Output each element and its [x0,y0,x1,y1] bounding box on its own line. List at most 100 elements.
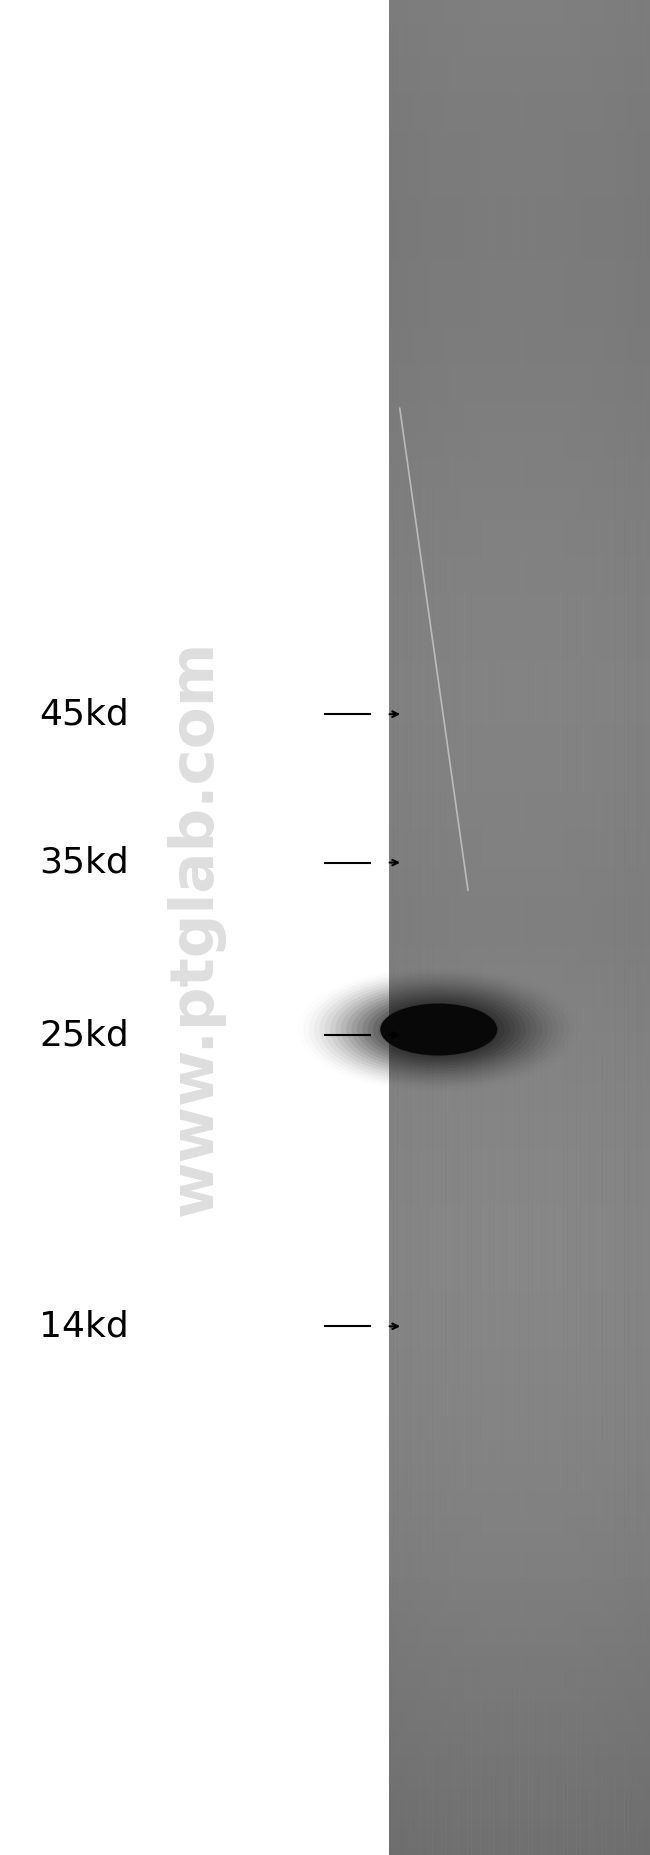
Bar [389,1467,650,1478]
Bar [389,213,650,223]
Bar [389,1412,650,1423]
Bar [389,0,394,1855]
Bar [389,380,650,390]
Bar [389,1838,650,1849]
Bar [389,725,650,736]
Bar [389,677,650,686]
Bar [389,510,650,519]
Bar [389,720,650,729]
Bar [389,1772,650,1781]
Bar [389,874,650,885]
Ellipse shape [411,1017,467,1043]
Bar [389,1443,650,1452]
Bar [389,484,650,495]
Bar [598,0,603,1855]
Bar [424,0,428,1855]
Bar [389,1777,650,1786]
Bar [389,1419,650,1428]
Bar [389,1616,650,1627]
Bar [389,633,650,644]
Bar [389,317,650,328]
Bar [389,15,650,24]
Bar [389,961,650,970]
Bar [389,1234,650,1243]
Bar [389,1796,650,1805]
Bar [389,479,650,488]
Bar [389,1438,650,1447]
Ellipse shape [378,1004,499,1055]
Bar [389,399,650,408]
Bar [389,269,650,278]
Bar [545,0,551,1855]
Bar [389,1152,650,1163]
Bar [389,275,650,284]
Bar [389,670,650,681]
Ellipse shape [380,1004,497,1055]
Bar [393,0,398,1855]
Bar [389,1350,650,1360]
Bar [389,1276,650,1286]
Bar [389,404,650,414]
Bar [563,0,568,1855]
Bar [389,1096,650,1107]
Bar [389,1647,650,1657]
Bar [476,0,481,1855]
Bar [389,701,650,710]
Bar [493,0,499,1855]
Bar [389,1289,650,1298]
Bar [389,1189,650,1200]
Bar [389,1560,650,1571]
Bar [389,781,650,792]
Bar [428,0,433,1855]
Bar [389,182,650,191]
Bar [528,0,533,1855]
Bar [389,794,650,803]
Bar [389,1740,650,1749]
Bar [389,547,650,556]
Bar [389,1753,650,1762]
Bar [389,150,650,161]
Bar [389,200,650,210]
Bar [389,497,650,506]
Bar [389,1215,650,1224]
Bar [415,0,420,1855]
Bar [389,1684,650,1694]
Bar [389,1308,650,1317]
Bar [532,0,538,1855]
Bar [389,1814,650,1823]
Bar [389,306,650,315]
Bar [389,1833,650,1842]
Ellipse shape [368,998,510,1061]
Bar [419,0,424,1855]
Bar [389,132,650,143]
Bar [389,232,650,241]
Bar [389,992,650,1002]
Bar [389,955,650,965]
Bar [389,206,650,217]
Bar [389,1493,650,1503]
Ellipse shape [330,981,547,1078]
Ellipse shape [362,996,515,1063]
Bar [389,89,650,98]
Bar [389,354,650,365]
Bar [515,0,520,1855]
Bar [389,775,650,785]
Bar [389,1178,650,1187]
Bar [537,0,542,1855]
Bar [389,757,650,766]
Bar [389,1159,650,1169]
Bar [389,640,650,649]
Bar [389,362,650,371]
Bar [389,2,650,13]
Bar [389,1504,650,1516]
Bar [445,0,450,1855]
Bar [389,516,650,525]
Bar [389,571,650,581]
Bar [389,1567,650,1577]
Bar [511,0,515,1855]
Bar [389,905,650,915]
Ellipse shape [395,1009,483,1050]
Bar [389,850,650,859]
Ellipse shape [352,991,526,1068]
Bar [389,1263,650,1274]
